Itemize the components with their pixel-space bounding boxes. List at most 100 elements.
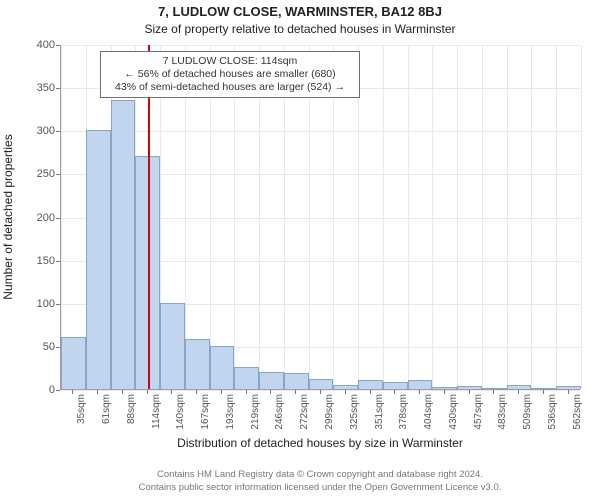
y-tick-label: 250: [15, 168, 55, 180]
x-tick-mark: [493, 390, 494, 394]
gridline-v: [482, 45, 483, 389]
x-tick-label: 483sqm: [497, 394, 508, 430]
x-tick-label: 509sqm: [522, 394, 533, 430]
x-tick-label: 351sqm: [374, 394, 385, 430]
x-tick-label: 219sqm: [250, 394, 261, 430]
x-tick-mark: [370, 390, 371, 394]
x-tick-label: 114sqm: [151, 394, 162, 429]
y-tick-label: 50: [15, 341, 55, 353]
bar: [234, 367, 259, 389]
bar: [284, 373, 309, 389]
y-tick-mark: [56, 304, 60, 305]
bar: [259, 372, 284, 389]
bar: [160, 303, 185, 389]
x-tick-label: 378sqm: [398, 394, 409, 430]
x-tick-label: 457sqm: [473, 394, 484, 430]
chart-container: 7, LUDLOW CLOSE, WARMINSTER, BA12 8BJ Si…: [0, 0, 600, 500]
bar: [507, 385, 532, 389]
x-tick-mark: [345, 390, 346, 394]
y-tick-label: 400: [15, 39, 55, 51]
y-tick-mark: [56, 218, 60, 219]
bar: [531, 388, 556, 389]
bar: [210, 346, 235, 389]
y-tick-mark: [56, 261, 60, 262]
gridline-v: [383, 45, 384, 389]
gridline-v: [507, 45, 508, 389]
chart-title: 7, LUDLOW CLOSE, WARMINSTER, BA12 8BJ: [0, 4, 600, 19]
footer-line: Contains HM Land Registry data © Crown c…: [60, 469, 580, 481]
x-tick-label: 272sqm: [299, 394, 310, 430]
bar: [309, 379, 334, 389]
chart-subtitle: Size of property relative to detached ho…: [0, 22, 600, 36]
y-tick-mark: [56, 45, 60, 46]
y-tick-mark: [56, 174, 60, 175]
x-tick-mark: [171, 390, 172, 394]
x-axis-label: Distribution of detached houses by size …: [60, 436, 580, 450]
bar: [111, 100, 136, 389]
y-tick-label: 0: [15, 384, 55, 396]
x-tick-label: 140sqm: [175, 394, 186, 430]
bar: [185, 339, 210, 389]
x-tick-mark: [444, 390, 445, 394]
y-tick-label: 300: [15, 125, 55, 137]
x-tick-label: 167sqm: [200, 394, 211, 430]
gridline-v: [457, 45, 458, 389]
x-tick-label: 193sqm: [225, 394, 236, 430]
annotation-box: 7 LUDLOW CLOSE: 114sqm ← 56% of detached…: [100, 51, 360, 98]
gridline-h: [61, 131, 580, 132]
x-tick-mark: [320, 390, 321, 394]
x-tick-mark: [122, 390, 123, 394]
annotation-line: 7 LUDLOW CLOSE: 114sqm: [107, 55, 353, 68]
x-tick-label: 430sqm: [448, 394, 459, 430]
x-tick-mark: [72, 390, 73, 394]
x-tick-label: 299sqm: [324, 394, 335, 430]
x-tick-mark: [147, 390, 148, 394]
annotation-line: 43% of semi-detached houses are larger (…: [107, 81, 353, 94]
y-tick-label: 200: [15, 212, 55, 224]
bar: [383, 382, 408, 389]
y-tick-label: 350: [15, 82, 55, 94]
bar: [61, 337, 86, 389]
annotation-line: ← 56% of detached houses are smaller (68…: [107, 68, 353, 81]
bar: [358, 380, 383, 389]
bar: [333, 385, 358, 389]
y-tick-mark: [56, 347, 60, 348]
gridline-v: [432, 45, 433, 389]
x-tick-mark: [543, 390, 544, 394]
bar: [556, 386, 581, 389]
gridline-h: [61, 45, 580, 46]
x-tick-label: 562sqm: [572, 394, 583, 430]
bar: [408, 380, 433, 389]
x-tick-label: 536sqm: [547, 394, 558, 430]
gridline-v: [556, 45, 557, 389]
x-tick-mark: [97, 390, 98, 394]
gridline-v: [531, 45, 532, 389]
x-tick-mark: [246, 390, 247, 394]
bar: [457, 386, 482, 389]
x-tick-mark: [295, 390, 296, 394]
x-tick-mark: [568, 390, 569, 394]
y-axis-label: Number of detached properties: [1, 67, 15, 367]
y-tick-mark: [56, 131, 60, 132]
x-tick-label: 404sqm: [423, 394, 434, 430]
x-tick-mark: [196, 390, 197, 394]
footer-text: Contains HM Land Registry data © Crown c…: [60, 469, 580, 494]
x-tick-label: 61sqm: [101, 394, 112, 424]
x-tick-mark: [394, 390, 395, 394]
x-tick-label: 325sqm: [349, 394, 360, 430]
x-tick-mark: [270, 390, 271, 394]
bar: [432, 387, 457, 389]
x-tick-label: 246sqm: [274, 394, 285, 430]
bar: [482, 388, 507, 389]
x-tick-mark: [469, 390, 470, 394]
gridline-v: [581, 45, 582, 389]
y-tick-label: 150: [15, 255, 55, 267]
x-tick-label: 35sqm: [76, 394, 87, 424]
y-tick-label: 100: [15, 298, 55, 310]
x-tick-mark: [221, 390, 222, 394]
bar: [86, 130, 111, 389]
x-tick-label: 88sqm: [126, 394, 137, 424]
y-tick-mark: [56, 88, 60, 89]
x-tick-mark: [419, 390, 420, 394]
gridline-v: [408, 45, 409, 389]
